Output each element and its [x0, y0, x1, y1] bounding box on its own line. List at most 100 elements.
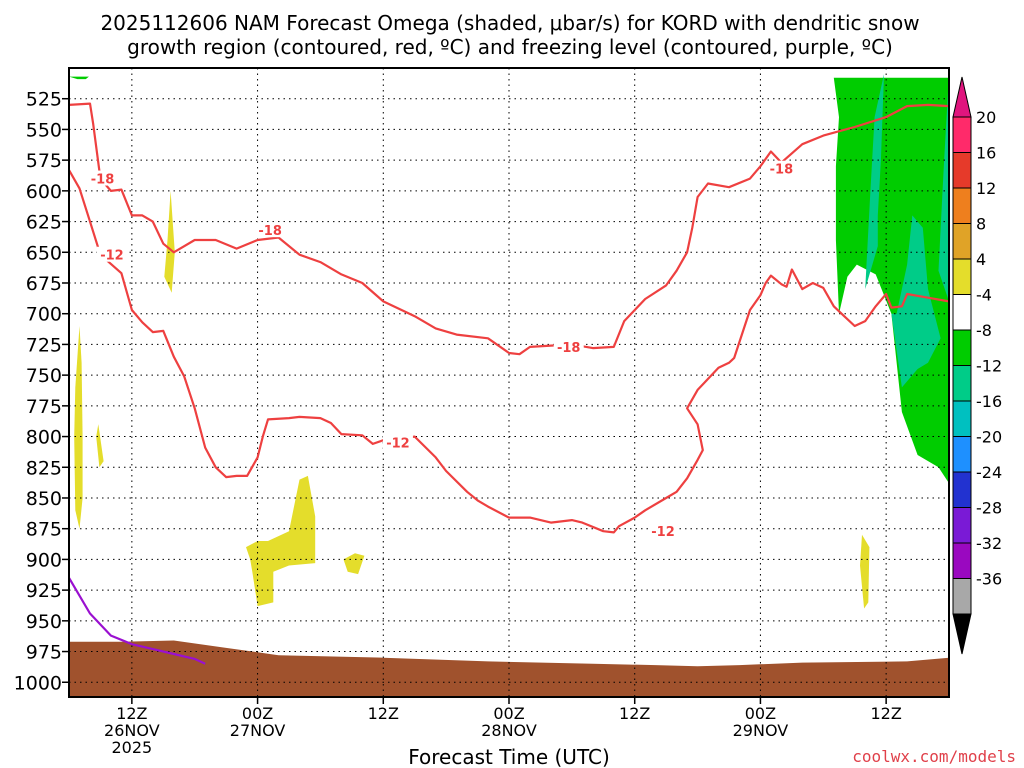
colorbar-label--20: -20 [976, 428, 1002, 447]
colorbar-label--12: -12 [976, 357, 1002, 376]
colorbar-label--24: -24 [976, 463, 1002, 482]
colorbar-label-16: 16 [976, 144, 996, 163]
y-axis-ticks: 525 550 575 600 625 650 675 700 725 750 775 800 825 8… [14, 89, 69, 694]
contour-label-2: -18 [258, 224, 282, 239]
colorbar-label--32: -32 [976, 534, 1002, 553]
colorbar-band-11 [952, 507, 972, 544]
credit-text: coolwx.com/models [852, 747, 1016, 766]
contour-label-bg-4 [553, 338, 584, 354]
contour-label-3: -12 [386, 437, 410, 452]
ytick-label-1000: 1000 [14, 672, 62, 694]
contour-minus12 [69, 169, 949, 534]
xtick-label-18-1: 27NOV [230, 721, 286, 740]
ytick-label-850: 850 [26, 488, 62, 510]
chart-title-line1: 2025112606 NAM Forecast Omega (shaded, μ… [100, 11, 919, 35]
omega-region-1 [69, 76, 89, 80]
ytick-label-575: 575 [26, 150, 62, 172]
omega-region-7 [164, 190, 175, 293]
colorbar-label-8: 8 [976, 215, 986, 234]
colorbar-label--16: -16 [976, 392, 1002, 411]
ytick-label-650: 650 [26, 242, 62, 264]
xtick-label-6-1: 26NOV [104, 721, 160, 740]
colorbar-band-12 [952, 542, 972, 579]
ytick-label-525: 525 [26, 89, 62, 111]
colorbar-band-2 [952, 187, 972, 224]
contour-label-bg-6 [766, 160, 797, 176]
xtick-label-66-1: 29NOV [733, 721, 789, 740]
contour-label-5: -12 [651, 525, 675, 540]
chart-title-line2: growth region (contoured, red, ºC) and f… [127, 35, 893, 59]
ytick-label-975: 975 [26, 642, 62, 664]
xtick-label-6-2: 2025 [111, 738, 152, 757]
contour-minus18 [69, 102, 949, 356]
colorbar-label-4: 4 [976, 250, 986, 269]
contour-label-4: -18 [557, 341, 581, 356]
contour-label-0: -18 [91, 173, 115, 188]
colorbar-label-12: 12 [976, 179, 996, 198]
ytick-label-700: 700 [26, 304, 62, 326]
colorbar-label--8: -8 [976, 321, 992, 340]
colorbar-band-1 [952, 152, 972, 189]
dgz-contours [69, 102, 949, 534]
omega-region-6 [96, 424, 104, 468]
xtick-label-18-0: 00Z [242, 704, 273, 723]
xtick-label-78-0: 12Z [870, 704, 901, 723]
ytick-label-550: 550 [26, 119, 62, 141]
omega-region-4 [938, 74, 949, 302]
colorbar-bottom-arrow [952, 613, 972, 655]
ytick-label-900: 900 [26, 549, 62, 571]
ytick-label-675: 675 [26, 273, 62, 295]
colorbar-band-4 [952, 258, 972, 295]
colorbar-label-20: 20 [976, 108, 996, 127]
colorbar-band-13 [952, 578, 972, 615]
colorbar-band-7 [952, 365, 972, 402]
colorbar-label--36: -36 [976, 570, 1002, 589]
colorbar-band-9 [952, 436, 972, 473]
colorbar-band-6 [952, 329, 972, 366]
colorbar-band-5 [952, 294, 972, 331]
ytick-label-950: 950 [26, 611, 62, 633]
omega-region-9 [343, 553, 365, 575]
colorbar-band-10 [952, 471, 972, 508]
ytick-label-825: 825 [26, 457, 62, 479]
contour-label-bg-0 [87, 170, 118, 186]
contour-label-bg-3 [382, 434, 413, 450]
ytick-label-800: 800 [26, 427, 62, 449]
freezing-level-contour [69, 577, 206, 665]
colorbar-top-arrow [952, 76, 972, 118]
omega-region-0 [833, 77, 949, 484]
omega-region-10 [860, 534, 870, 609]
contour-freezing-level [69, 577, 206, 665]
contour-labels: -18 -12 -18 -12 -18 -12 -18 [87, 160, 797, 540]
x-axis-label: Forecast Time (UTC) [408, 745, 610, 768]
gridlines [69, 68, 949, 697]
omega-region-2 [865, 74, 884, 290]
ytick-label-925: 925 [26, 580, 62, 602]
omega-region-5 [74, 326, 83, 529]
contour-label-1: -12 [100, 249, 124, 264]
ytick-label-775: 775 [26, 396, 62, 418]
contour-label-bg-2 [255, 222, 286, 238]
contour-label-bg-5 [648, 523, 678, 539]
xtick-label-66-0: 00Z [745, 704, 776, 723]
contour-label-6: -18 [770, 163, 794, 178]
xtick-label-42-1: 28NOV [481, 721, 537, 740]
colorbar-label--4: -4 [976, 286, 992, 305]
ytick-label-625: 625 [26, 212, 62, 234]
xtick-label-6-0: 12Z [116, 704, 147, 723]
ytick-label-725: 725 [26, 334, 62, 356]
ytick-label-875: 875 [26, 519, 62, 541]
xtick-label-54-0: 12Z [619, 704, 650, 723]
colorbar-band-0 [952, 116, 972, 153]
xtick-label-30-0: 12Z [368, 704, 399, 723]
colorbar: 20 16 12 8 4 -4 -8 -12 -16 -20 -24 -28 -32 -36 [952, 76, 1002, 655]
colorbar-label--28: -28 [976, 499, 1002, 518]
omega-region-8 [246, 475, 316, 607]
colorbar-band-8 [952, 400, 972, 437]
xtick-label-42-0: 00Z [493, 704, 524, 723]
colorbar-band-3 [952, 223, 972, 260]
ytick-label-750: 750 [26, 365, 62, 387]
ytick-label-600: 600 [26, 181, 62, 203]
